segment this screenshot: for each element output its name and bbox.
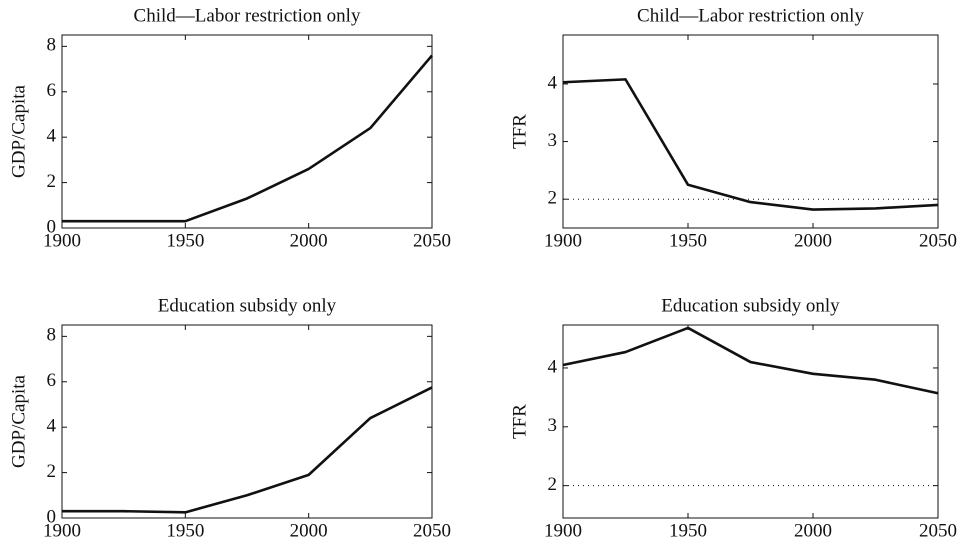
x-tick-label: 2050 [919, 230, 957, 251]
chart-title: Education subsidy only [158, 295, 337, 316]
data-line [562, 326, 939, 395]
y-tick-label: 3 [548, 130, 558, 151]
plot-frame [562, 34, 939, 229]
x-tick-label: 1900 [43, 230, 81, 251]
chart-title: Education subsidy only [661, 295, 840, 316]
x-tick-label: 2000 [290, 230, 328, 251]
y-tick-label: 3 [548, 415, 558, 436]
y-tick-label: 8 [47, 35, 57, 56]
y-tick-label: 8 [47, 325, 57, 346]
x-tick-label: 1900 [544, 230, 582, 251]
x-tick-label: 2000 [794, 520, 832, 541]
y-axis-label: TFR [509, 114, 530, 149]
y-tick-label: 4 [47, 416, 57, 437]
plot-frame [562, 324, 939, 519]
y-tick-label: 2 [47, 171, 57, 192]
x-tick-label: 2000 [794, 230, 832, 251]
x-tick-label: 2050 [413, 230, 451, 251]
x-tick-label: 1950 [669, 520, 707, 541]
plot-frame [61, 324, 433, 519]
x-tick-label: 2000 [290, 520, 328, 541]
y-axis-label: TFR [509, 404, 530, 439]
y-tick-label: 4 [548, 356, 558, 377]
x-tick-label: 1950 [166, 520, 204, 541]
x-tick-label: 2050 [919, 520, 957, 541]
x-tick-label: 1950 [166, 230, 204, 251]
data-line [562, 78, 939, 211]
y-tick-label: 2 [548, 188, 558, 209]
y-tick-label: 6 [47, 80, 57, 101]
chart-title: Child—Labor restriction only [134, 5, 361, 26]
y-tick-label: 2 [47, 461, 57, 482]
data-line [62, 54, 433, 223]
plot-frame [61, 34, 433, 229]
x-tick-label: 1950 [669, 230, 707, 251]
y-tick-label: 6 [47, 370, 57, 391]
x-tick-label: 1900 [544, 520, 582, 541]
y-tick-label: 0 [47, 506, 57, 527]
y-tick-label: 0 [47, 216, 57, 237]
chart-title: Child—Labor restriction only [637, 5, 864, 26]
x-tick-label: 2050 [413, 520, 451, 541]
y-axis-label: GDP/Capita [8, 374, 29, 467]
y-axis-label: GDP/Capita [8, 84, 29, 177]
y-tick-label: 4 [548, 72, 558, 93]
y-tick-label: 2 [548, 474, 558, 495]
x-tick-label: 1900 [43, 520, 81, 541]
data-line [62, 386, 433, 514]
y-tick-label: 4 [47, 126, 57, 147]
